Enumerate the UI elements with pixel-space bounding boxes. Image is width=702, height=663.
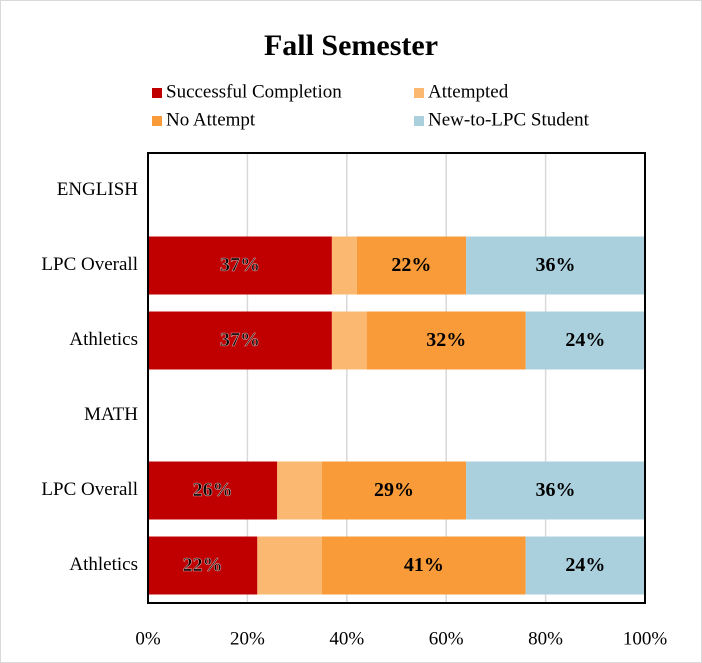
bar-segment: [321, 536, 526, 595]
bar-segment: [257, 536, 322, 595]
x-tick-label: 20%: [230, 628, 265, 649]
x-tick-label: 100%: [623, 628, 668, 649]
legend-swatch: [414, 116, 424, 126]
data-label: 24%: [565, 554, 605, 576]
y-tick-label: ENGLISH: [57, 179, 139, 200]
x-tick-label: 80%: [528, 628, 563, 649]
bar-segment: [148, 236, 332, 295]
legend-swatch: [152, 88, 162, 98]
legend-label: No Attempt: [166, 109, 256, 130]
x-tick-label: 0%: [135, 628, 161, 649]
bar-segment: [466, 236, 645, 295]
data-label: 36%: [536, 479, 576, 501]
bar-segment: [277, 461, 322, 520]
bars: 37% 22% 36% 37% 32% 24% 26% 29% 36% 22% 41% 24%: [148, 236, 645, 595]
bar-segment: [356, 236, 467, 295]
y-tick-label: Athletics: [69, 329, 138, 350]
plot-frame: [147, 152, 646, 604]
bar-segment: [148, 311, 332, 370]
bar-segment: [525, 311, 645, 370]
bar-segment: [321, 461, 467, 520]
legend-swatch: [414, 88, 424, 98]
data-label: 29%: [374, 479, 414, 501]
legend-swatch: [152, 116, 162, 126]
legend-label: New-to-LPC Student: [428, 109, 590, 130]
data-label: 32%: [426, 329, 466, 351]
bar-segment: [148, 536, 258, 595]
data-label: 41%: [404, 554, 444, 576]
chart-title: Fall Semester: [264, 29, 438, 62]
bar-segment: [525, 536, 645, 595]
x-tick-label: 60%: [429, 628, 464, 649]
data-label: 22%: [183, 554, 223, 576]
bar-segment: [331, 236, 357, 295]
y-tick-label: LPC Overall: [41, 479, 138, 500]
data-label: 22%: [391, 254, 431, 276]
data-label: 26%: [193, 479, 233, 501]
legend-label: Successful Completion: [166, 81, 342, 102]
data-label: 36%: [536, 254, 576, 276]
y-tick-label: Athletics: [69, 554, 138, 575]
bar-segment: [331, 311, 367, 370]
bar-segment: [466, 461, 645, 520]
bar-segment: [366, 311, 526, 370]
data-label: 37%: [220, 329, 260, 351]
data-label: 37%: [220, 254, 260, 276]
data-label: 24%: [565, 329, 605, 351]
y-tick-label: LPC Overall: [41, 254, 138, 275]
y-tick-label: MATH: [84, 404, 138, 425]
legend-label: Attempted: [428, 81, 509, 102]
bar-segment: [148, 461, 278, 520]
x-tick-label: 40%: [329, 628, 364, 649]
